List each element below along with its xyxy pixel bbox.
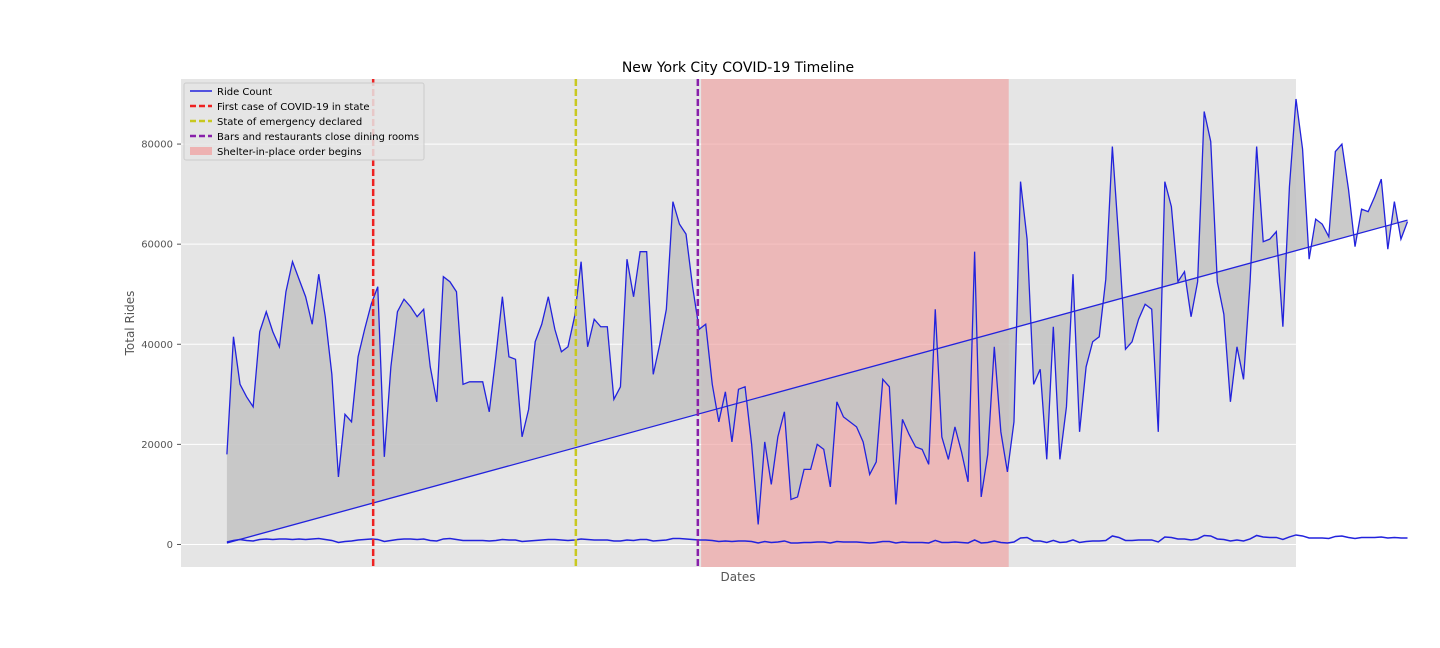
ride-count-line	[226, 98, 1409, 525]
trend-line	[226, 219, 1408, 544]
shelter-in-place-span	[701, 79, 1009, 567]
legend-entry-emergency: State of emergency declared	[217, 117, 362, 128]
y-axis-ticks: 0 20000 40000 60000 80000	[141, 140, 181, 551]
y-tick-label: 20000	[141, 440, 173, 451]
legend-entry-shelter: Shelter-in-place order begins	[217, 147, 362, 158]
chart-title: New York City COVID-19 Timeline	[622, 60, 854, 76]
legend: Ride Count First case of COVID-19 in sta…	[183, 82, 425, 161]
legend-entry-bars-close: Bars and restaurants close dining rooms	[217, 132, 419, 143]
y-tick-label: 0	[167, 540, 173, 551]
y-tick-label: 80000	[141, 140, 173, 151]
baseline-line	[226, 534, 1408, 544]
y-tick-label: 40000	[141, 340, 173, 351]
legend-swatch-shelter	[190, 147, 212, 155]
legend-entry-first-case: First case of COVID-19 in state	[217, 102, 370, 113]
y-axis-title: Total Rides	[123, 291, 137, 357]
x-axis-title: Dates	[721, 570, 756, 584]
y-tick-label: 60000	[141, 240, 173, 251]
legend-entry-ride-count: Ride Count	[217, 87, 272, 98]
ride-gap-fill	[226, 99, 1408, 543]
legend-box	[183, 82, 425, 161]
